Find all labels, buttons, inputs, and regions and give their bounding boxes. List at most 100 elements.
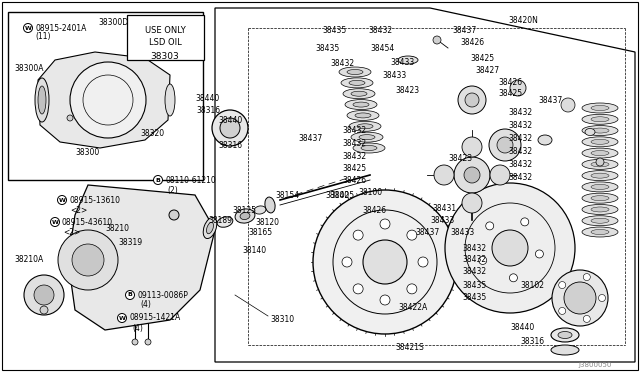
Circle shape <box>51 218 60 227</box>
Text: 38426: 38426 <box>460 38 484 46</box>
Text: <2>: <2> <box>63 228 80 237</box>
Text: 38432: 38432 <box>330 58 354 67</box>
Circle shape <box>564 282 596 314</box>
Circle shape <box>220 118 240 138</box>
Ellipse shape <box>582 114 618 124</box>
Ellipse shape <box>582 103 618 113</box>
Circle shape <box>559 282 566 289</box>
Ellipse shape <box>591 218 609 223</box>
Ellipse shape <box>582 205 618 214</box>
Ellipse shape <box>591 207 609 212</box>
Text: B: B <box>127 292 132 298</box>
Text: (4): (4) <box>132 324 143 333</box>
Ellipse shape <box>591 230 609 234</box>
Text: 38320: 38320 <box>140 128 164 138</box>
Ellipse shape <box>591 185 609 189</box>
Ellipse shape <box>591 173 609 178</box>
Ellipse shape <box>343 89 375 99</box>
Circle shape <box>24 275 64 315</box>
Circle shape <box>465 93 479 107</box>
Text: 38100: 38100 <box>358 187 382 196</box>
Text: 38425: 38425 <box>498 89 522 97</box>
Circle shape <box>433 36 441 44</box>
Text: 38426: 38426 <box>362 205 386 215</box>
Circle shape <box>445 183 575 313</box>
Circle shape <box>434 165 454 185</box>
Ellipse shape <box>254 206 266 214</box>
Circle shape <box>380 219 390 229</box>
Text: 08915-43610: 08915-43610 <box>62 218 113 227</box>
Circle shape <box>509 274 517 282</box>
Circle shape <box>583 315 590 323</box>
Circle shape <box>125 291 134 299</box>
Circle shape <box>561 98 575 112</box>
Ellipse shape <box>582 171 618 181</box>
Text: 38100: 38100 <box>325 190 349 199</box>
Circle shape <box>489 129 521 161</box>
Text: <2>: <2> <box>70 205 87 215</box>
Ellipse shape <box>582 227 618 237</box>
Ellipse shape <box>582 182 618 192</box>
Circle shape <box>72 244 104 276</box>
Text: 38437: 38437 <box>452 26 476 35</box>
Text: B: B <box>156 177 161 183</box>
Circle shape <box>353 284 363 294</box>
Text: 38432: 38432 <box>508 108 532 116</box>
Circle shape <box>145 339 151 345</box>
Text: 38165: 38165 <box>248 228 272 237</box>
Text: W: W <box>59 198 65 202</box>
Circle shape <box>67 115 73 121</box>
Ellipse shape <box>551 328 579 342</box>
Text: 38423: 38423 <box>448 154 472 163</box>
Text: 38423: 38423 <box>395 86 419 94</box>
Ellipse shape <box>558 331 572 339</box>
Ellipse shape <box>361 145 377 151</box>
Circle shape <box>462 137 482 157</box>
Text: 08915-2401A: 08915-2401A <box>35 23 86 32</box>
Ellipse shape <box>353 102 369 107</box>
Text: W: W <box>52 219 58 224</box>
Text: 38432: 38432 <box>462 267 486 276</box>
Text: W: W <box>24 26 31 31</box>
Ellipse shape <box>538 135 552 145</box>
Ellipse shape <box>165 84 175 116</box>
Ellipse shape <box>582 125 618 135</box>
Text: 38421S: 38421S <box>395 343 424 353</box>
Text: 38432: 38432 <box>508 134 532 142</box>
Text: 38300D: 38300D <box>98 17 128 26</box>
Ellipse shape <box>345 100 377 110</box>
Circle shape <box>58 196 67 205</box>
Text: 38435: 38435 <box>315 44 339 52</box>
Circle shape <box>521 218 529 226</box>
Text: 09113-0086P: 09113-0086P <box>138 291 189 299</box>
Circle shape <box>510 80 526 96</box>
Text: 38120: 38120 <box>255 218 279 227</box>
Circle shape <box>24 23 33 32</box>
Circle shape <box>407 284 417 294</box>
Ellipse shape <box>591 128 609 133</box>
Text: 38432: 38432 <box>342 138 366 148</box>
Text: 38435: 38435 <box>322 26 346 35</box>
Polygon shape <box>68 185 215 330</box>
Text: 38300A: 38300A <box>14 64 44 73</box>
Text: 38440: 38440 <box>218 115 243 125</box>
Text: USE ONLY: USE ONLY <box>145 26 186 35</box>
Circle shape <box>464 167 480 183</box>
Circle shape <box>492 230 528 266</box>
Text: (4): (4) <box>140 301 151 310</box>
Text: LSD OIL: LSD OIL <box>148 38 181 46</box>
Text: 38316: 38316 <box>196 106 220 115</box>
Circle shape <box>490 165 510 185</box>
Circle shape <box>536 250 543 258</box>
Ellipse shape <box>551 345 579 355</box>
Text: 38102: 38102 <box>520 280 544 289</box>
Ellipse shape <box>240 212 250 219</box>
Text: 38422A: 38422A <box>398 304 428 312</box>
Ellipse shape <box>591 140 609 144</box>
Circle shape <box>313 190 457 334</box>
Text: 38300: 38300 <box>75 148 99 157</box>
Text: 38425: 38425 <box>342 164 366 173</box>
Circle shape <box>454 157 490 193</box>
Bar <box>8 12 203 180</box>
Text: 38125: 38125 <box>232 205 256 215</box>
